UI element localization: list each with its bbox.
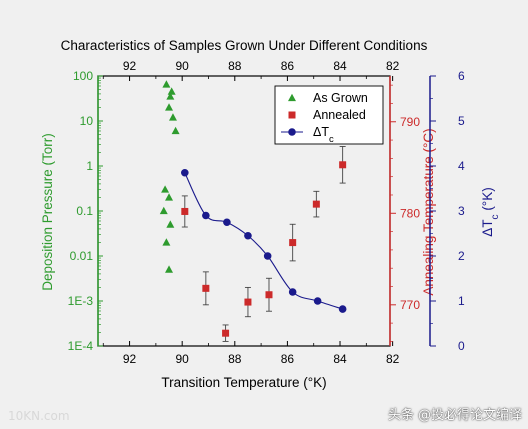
as-grown-point (165, 265, 174, 273)
legend-label: ΔTc (313, 125, 334, 145)
right2-tick-label: 0 (458, 339, 465, 353)
x-tick-label: 86 (281, 352, 295, 366)
top-x-tick-label: 88 (228, 59, 242, 73)
x-tick-label: 82 (386, 352, 400, 366)
axes-layer: 92 90 88 86 84 82 92 90 88 86 84 82 1E-4 1E-3 0.01 0.1 1… (68, 59, 465, 366)
legend-label: Annealed (313, 108, 366, 122)
annealed-point (265, 291, 273, 299)
annealed-point (312, 200, 320, 208)
right1-axis-label: Annealing Temperature (°C) (421, 128, 436, 295)
legend-label: As Grown (313, 91, 368, 105)
legend-marker-circle (288, 128, 296, 136)
as-grown-point (159, 206, 168, 215)
left-tick-label: 1E-4 (68, 339, 94, 353)
legend: As Grown Annealed ΔTc (274, 85, 384, 145)
right2-label-sub: c (490, 214, 501, 219)
right2-tick-label: 2 (458, 249, 465, 263)
delta-tc-point (288, 288, 297, 296)
delta-tc-point (338, 305, 347, 313)
right2-tick-label: 5 (458, 114, 465, 128)
annealed-point (339, 161, 347, 169)
top-x-tick-label: 82 (386, 59, 400, 73)
left-tick-label: 0.1 (76, 204, 93, 218)
right2-tick-label: 4 (458, 159, 465, 173)
right2-axis-label: ΔTc (°K) (480, 187, 501, 236)
data-layer (159, 80, 347, 342)
right2-label-delta: ΔT (480, 219, 495, 236)
left-axis-label: Deposition Pressure (Torr) (40, 133, 55, 291)
right2-label-unit: (°K) (480, 187, 495, 214)
as-grown-point (165, 193, 174, 201)
x-tick-label: 84 (333, 352, 347, 366)
as-grown-point (165, 103, 174, 111)
annealed-point (289, 239, 297, 247)
delta-tc-point (223, 218, 231, 227)
watermark-left: 10KN.com (8, 409, 70, 423)
right1-tick-label: 790 (400, 115, 420, 129)
as-grown-point (166, 92, 175, 100)
left-tick-label: 10 (80, 114, 94, 128)
legend-marker-square (288, 111, 296, 119)
left-tick-label: 0.01 (70, 249, 94, 263)
as-grown-point (161, 185, 170, 193)
top-x-tick-label: 92 (123, 59, 137, 73)
right1-tick-label: 770 (400, 298, 420, 312)
annealed-point (202, 284, 210, 292)
right1-tick-label: 780 (400, 206, 420, 220)
annealed-point (181, 207, 189, 215)
x-axis-label: Transition Temperature (°K) (161, 375, 326, 390)
as-grown-point (166, 220, 175, 228)
right2-tick-label: 3 (458, 204, 465, 218)
delta-tc-point (313, 297, 322, 305)
as-grown-point (162, 80, 171, 88)
as-grown-point (168, 113, 177, 121)
x-tick-label: 90 (176, 352, 190, 366)
legend-marker-triangle (288, 93, 296, 102)
delta-tc-point (181, 168, 189, 177)
left-tick-label: 1E-3 (68, 294, 94, 308)
as-grown-point (167, 87, 176, 95)
as-grown-point (162, 238, 171, 246)
annealed-point (222, 329, 230, 337)
left-tick-label: 100 (73, 69, 93, 83)
as-grown-point (171, 126, 180, 135)
right2-tick-label: 6 (458, 69, 465, 83)
annealed-point (244, 298, 252, 306)
top-x-tick-label: 86 (281, 59, 295, 73)
delta-tc-point (263, 252, 272, 260)
x-tick-label: 88 (228, 352, 242, 366)
x-tick-label: 92 (123, 352, 137, 366)
top-x-tick-label: 90 (176, 59, 190, 73)
left-tick-label: 1 (86, 159, 93, 173)
chart-title: Characteristics of Samples Grown Under D… (61, 38, 428, 53)
delta-tc-point (202, 211, 210, 220)
watermark-right: 头条 @投必得论文编译 (387, 408, 522, 423)
right2-tick-label: 1 (458, 294, 465, 308)
delta-tc-point (244, 231, 252, 240)
top-x-tick-label: 84 (333, 59, 347, 73)
